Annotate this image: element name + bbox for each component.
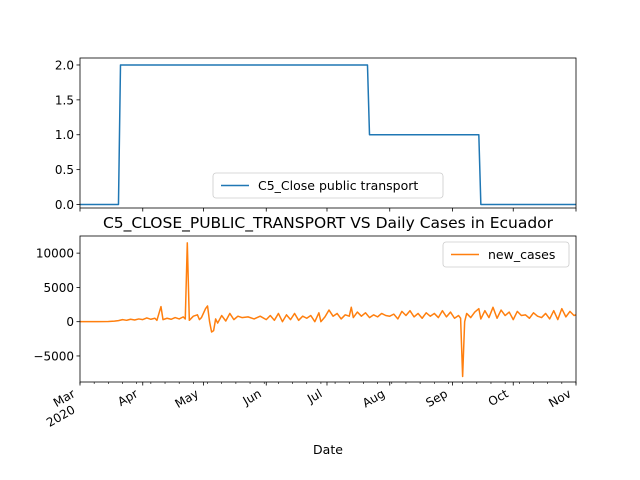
- bottom-chart-title: C5_CLOSE_PUBLIC_TRANSPORT VS Daily Cases…: [103, 214, 554, 233]
- top-legend: C5_Close public transport: [213, 173, 443, 198]
- bottom-legend-label: new_cases: [488, 247, 555, 262]
- y-tick-label: 2.0: [55, 58, 74, 72]
- top-legend-label: C5_Close public transport: [258, 178, 418, 193]
- x-axis-label: Date: [313, 442, 343, 457]
- y-tick-label: 5000: [43, 281, 74, 295]
- y-tick-label: 0: [66, 315, 74, 329]
- y-tick-label: 0.5: [55, 163, 74, 177]
- y-tick-label: 1.0: [55, 128, 74, 142]
- y-tick-label: 0.0: [55, 198, 74, 212]
- bottom-legend: new_cases: [443, 242, 569, 267]
- y-tick-label: 1.5: [55, 93, 74, 107]
- y-tick-label: −5000: [33, 349, 74, 363]
- y-tick-label: 10000: [36, 247, 74, 261]
